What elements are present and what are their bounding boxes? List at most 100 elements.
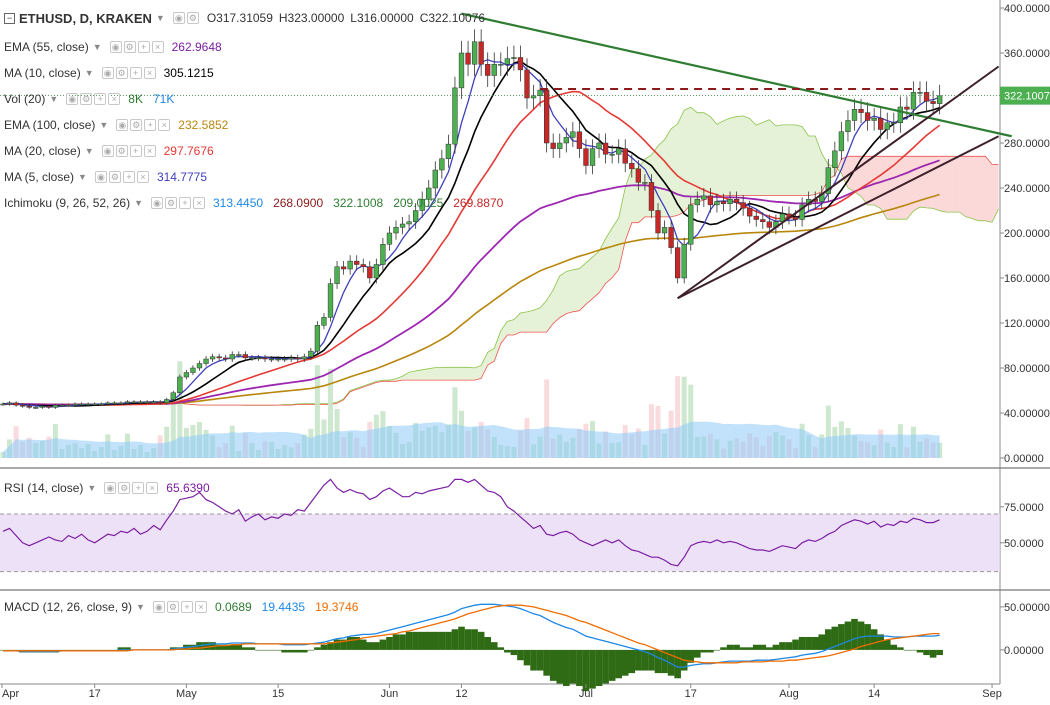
- macd-histogram-bar: [576, 650, 583, 686]
- close-icon[interactable]: ×: [144, 67, 156, 79]
- indicator-legend-row[interactable]: EMA (100, close)▼◉⚙+×232.5852: [4, 115, 238, 135]
- chevron-down-icon[interactable]: ▼: [134, 198, 143, 208]
- plus-icon[interactable]: +: [130, 67, 142, 79]
- eye-icon[interactable]: ◉: [102, 67, 114, 79]
- candle-body: [282, 359, 287, 360]
- time-tick-label: Aug: [779, 688, 799, 700]
- eye-icon[interactable]: ◉: [151, 197, 163, 209]
- chevron-down-icon[interactable]: ▼: [99, 120, 108, 130]
- candle-body: [885, 123, 890, 130]
- macd-histogram-bar: [556, 650, 563, 684]
- gear-icon[interactable]: ⚙: [187, 12, 199, 24]
- close-icon[interactable]: ×: [146, 482, 158, 494]
- plus-icon[interactable]: +: [94, 93, 106, 105]
- plus-icon[interactable]: +: [144, 119, 156, 131]
- eye-icon[interactable]: ◉: [110, 41, 122, 53]
- ichimoku-cloud-segment: [468, 367, 475, 380]
- close-icon[interactable]: ×: [144, 145, 156, 157]
- gear-icon[interactable]: ⚙: [116, 67, 128, 79]
- macd-tick-label: 50.00000: [1004, 602, 1050, 614]
- indicator-legend-row[interactable]: MA (20, close)▼◉⚙+×297.7676: [4, 141, 224, 161]
- candle-body: [538, 90, 543, 96]
- macd-legend-value: 19.3746: [315, 600, 358, 614]
- plus-icon[interactable]: +: [181, 601, 193, 613]
- candle-body: [217, 357, 222, 358]
- chevron-down-icon[interactable]: ▼: [85, 146, 94, 156]
- close-icon[interactable]: ×: [108, 93, 120, 105]
- collapse-icon[interactable]: −: [4, 13, 15, 24]
- eye-icon[interactable]: ◉: [66, 93, 78, 105]
- ichimoku-cloud-segment: [416, 370, 423, 380]
- candle-body: [512, 58, 517, 59]
- gear-icon[interactable]: ⚙: [124, 41, 136, 53]
- time-tick-label: Sep: [982, 688, 1002, 700]
- candle-body: [295, 358, 300, 359]
- ichimoku-cloud-segment: [527, 310, 534, 332]
- chevron-down-icon[interactable]: ▼: [87, 483, 96, 493]
- plus-icon[interactable]: +: [138, 41, 150, 53]
- chevron-down-icon[interactable]: ▼: [93, 42, 102, 52]
- legend-controls[interactable]: ◉⚙+×: [116, 119, 170, 131]
- close-icon[interactable]: ×: [137, 171, 149, 183]
- candle-body: [308, 351, 313, 357]
- legend-controls[interactable]: ◉⚙+×: [104, 482, 158, 494]
- legend-controls[interactable]: ◉⚙+×: [153, 601, 207, 613]
- gear-icon[interactable]: ⚙: [116, 145, 128, 157]
- candle-body: [485, 64, 490, 75]
- plus-icon[interactable]: +: [132, 482, 144, 494]
- ichimoku-cloud-segment: [724, 118, 731, 196]
- chevron-down-icon[interactable]: ▼: [85, 68, 94, 78]
- plus-icon[interactable]: +: [179, 197, 191, 209]
- close-icon[interactable]: ×: [193, 197, 205, 209]
- ichimoku-cloud-segment: [979, 156, 986, 220]
- ichimoku-cloud-segment: [717, 121, 724, 196]
- plus-icon[interactable]: +: [123, 171, 135, 183]
- legend-controls[interactable]: ◉⚙+×: [102, 67, 156, 79]
- close-icon[interactable]: ×: [195, 601, 207, 613]
- ichimoku-cloud-segment: [619, 187, 626, 269]
- ichimoku-cloud-segment: [986, 156, 993, 222]
- legend-controls[interactable]: ◉⚙+×: [151, 197, 205, 209]
- indicator-legend-row[interactable]: MA (10, close)▼◉⚙+×305.1215: [4, 63, 224, 83]
- gear-icon[interactable]: ⚙: [80, 93, 92, 105]
- price-tick-label: 160.00000: [1004, 273, 1050, 285]
- eye-icon[interactable]: ◉: [173, 12, 185, 24]
- close-icon[interactable]: ×: [152, 41, 164, 53]
- chevron-down-icon[interactable]: ▼: [78, 172, 87, 182]
- legend-controls[interactable]: ◉⚙: [173, 12, 199, 24]
- candle-body: [328, 284, 333, 318]
- chevron-down-icon[interactable]: ▼: [136, 602, 145, 612]
- indicator-legend-row[interactable]: EMA (55, close)▼◉⚙+×262.9648: [4, 37, 232, 57]
- ma5-line: [3, 60, 940, 407]
- candle-body: [53, 405, 58, 407]
- indicator-legend-row[interactable]: MA (5, close)▼◉⚙+×314.7775: [4, 167, 217, 187]
- gear-icon[interactable]: ⚙: [167, 601, 179, 613]
- legend-controls[interactable]: ◉⚙+×: [102, 145, 156, 157]
- rsi-legend-row[interactable]: RSI (14, close) ▼ ◉⚙+× 65.6390: [4, 478, 220, 498]
- macd-histogram-bar: [262, 650, 269, 651]
- close-icon[interactable]: ×: [158, 119, 170, 131]
- eye-icon[interactable]: ◉: [153, 601, 165, 613]
- eye-icon[interactable]: ◉: [104, 482, 116, 494]
- gear-icon[interactable]: ⚙: [165, 197, 177, 209]
- gear-icon[interactable]: ⚙: [118, 482, 130, 494]
- eye-icon[interactable]: ◉: [102, 145, 114, 157]
- ichimoku-cloud-segment: [802, 127, 809, 196]
- eye-icon[interactable]: ◉: [116, 119, 128, 131]
- candle-body: [603, 143, 608, 154]
- chevron-down-icon[interactable]: ▼: [156, 13, 165, 23]
- plus-icon[interactable]: +: [130, 145, 142, 157]
- candle-body: [715, 202, 720, 205]
- chevron-down-icon[interactable]: ▼: [49, 94, 58, 104]
- legend-controls[interactable]: ◉⚙+×: [66, 93, 120, 105]
- gear-icon[interactable]: ⚙: [130, 119, 142, 131]
- eye-icon[interactable]: ◉: [95, 171, 107, 183]
- macd-histogram-bar: [838, 624, 845, 650]
- gear-icon[interactable]: ⚙: [109, 171, 121, 183]
- legend-controls[interactable]: ◉⚙+×: [110, 41, 164, 53]
- legend-controls[interactable]: ◉⚙+×: [95, 171, 149, 183]
